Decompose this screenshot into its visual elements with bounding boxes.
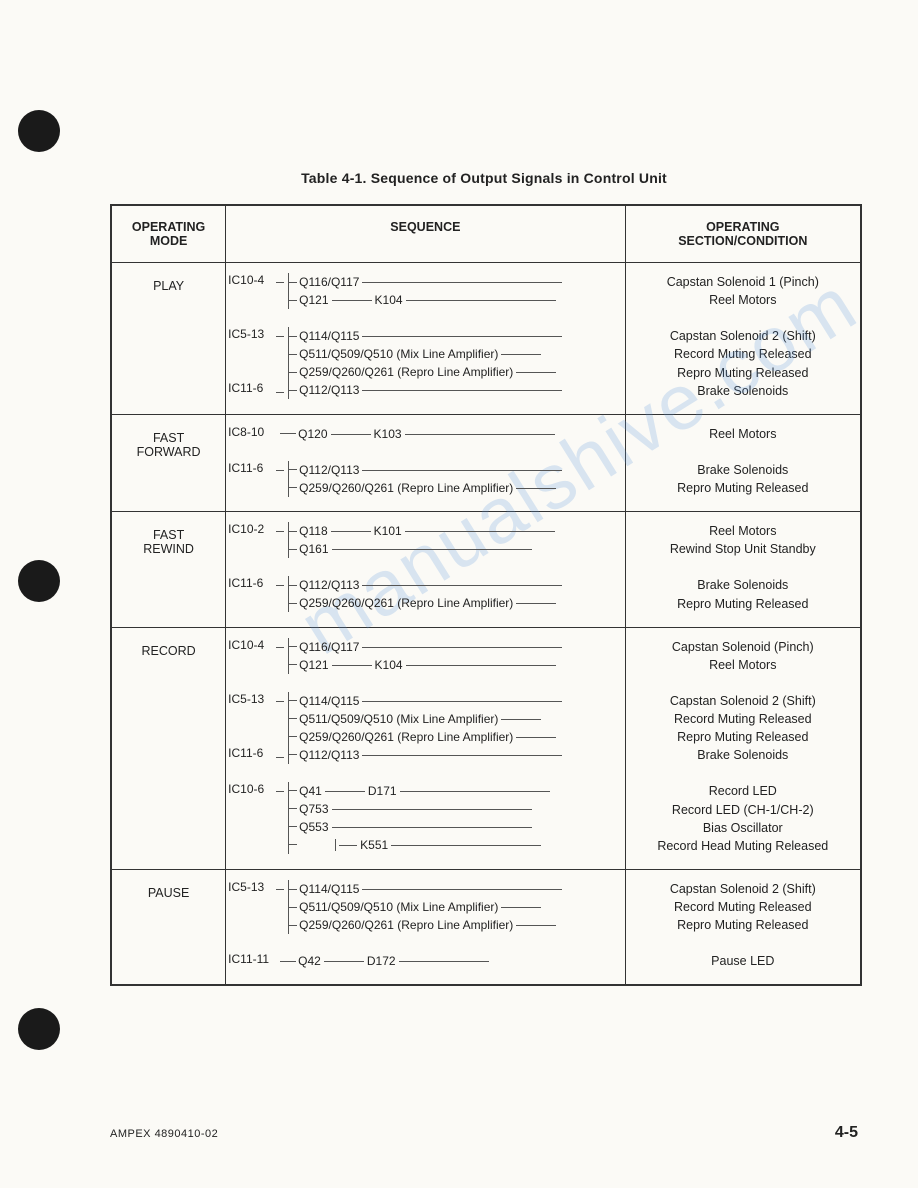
sequence-branch: Q41D171 — [289, 782, 616, 800]
binding-hole — [18, 560, 60, 602]
condition-line: Repro Muting Released — [634, 364, 852, 382]
sequence-branch: Q112/Q113 — [289, 461, 616, 479]
condition-line: Record Muting Released — [634, 898, 852, 916]
mode-cell: FASTREWIND — [111, 512, 226, 628]
condition-line: Capstan Solenoid 2 (Shift) — [634, 327, 852, 345]
sequence-branch: Q259/Q260/Q261 (Repro Line Amplifier) — [289, 916, 616, 934]
sequence-branch: Q112/Q113 — [289, 746, 616, 764]
column-header: SEQUENCE — [226, 205, 625, 263]
sequence-branch: Q114/Q115 — [289, 327, 616, 345]
footer-doc-id: AMPEX 4890410-02 — [110, 1128, 218, 1140]
table-caption: Table 4-1. Sequence of Output Signals in… — [110, 170, 858, 186]
sequence-branch: Q259/Q260/Q261 (Repro Line Amplifier) — [289, 479, 616, 497]
condition-line: Reel Motors — [634, 291, 852, 309]
condition-line: Record Muting Released — [634, 345, 852, 363]
sequence-branch: Q259/Q260/Q261 (Repro Line Amplifier) — [289, 363, 616, 381]
condition-line: Capstan Solenoid 1 (Pinch) — [634, 273, 852, 291]
sequence-branch: Q112/Q113 — [289, 381, 616, 399]
condition-line: Record LED (CH-1/CH-2) — [634, 801, 852, 819]
condition-line: Repro Muting Released — [634, 916, 852, 934]
sequence-branch: Q114/Q115 — [289, 880, 616, 898]
condition-line: Repro Muting Released — [634, 595, 852, 613]
sequence-branch: Q259/Q260/Q261 (Repro Line Amplifier) — [289, 728, 616, 746]
binding-hole — [18, 1008, 60, 1050]
condition-line: Record Head Muting Released — [634, 837, 852, 855]
condition-line: Reel Motors — [634, 425, 852, 443]
sequence-branch: Q118K101 — [289, 522, 616, 540]
column-header: OPERATINGMODE — [111, 205, 226, 263]
mode-cell: PLAY — [111, 263, 226, 415]
condition-line: Record LED — [634, 782, 852, 800]
binding-hole — [18, 110, 60, 152]
condition-cell: Capstan Solenoid 2 (Shift)Record Muting … — [625, 869, 861, 985]
sequence-cell: IC5-13Q114/Q115Q511/Q509/Q510 (Mix Line … — [226, 869, 625, 985]
signal-sequence-table: OPERATINGMODESEQUENCEOPERATINGSECTION/CO… — [110, 204, 862, 986]
condition-cell: Reel MotorsRewind Stop Unit Standby Brake… — [625, 512, 861, 628]
condition-cell: Reel Motors Brake SolenoidsRepro Muting R… — [625, 414, 861, 511]
condition-line: Record Muting Released — [634, 710, 852, 728]
sequence-branch: Q753 — [289, 800, 616, 818]
sequence-cell: IC10-4Q116/Q117Q121K104IC5-13IC11-6Q114/… — [226, 627, 625, 869]
document-page: manualshive.com Table 4-1. Sequence of O… — [0, 0, 918, 1188]
sequence-branch: Q112/Q113 — [289, 576, 616, 594]
footer-page-number: 4-5 — [835, 1124, 858, 1142]
condition-line: Repro Muting Released — [634, 728, 852, 746]
condition-line: Capstan Solenoid 2 (Shift) — [634, 692, 852, 710]
sequence-branch: Q120K103 — [288, 425, 616, 443]
condition-line: Bias Oscillator — [634, 819, 852, 837]
sequence-branch: Q259/Q260/Q261 (Repro Line Amplifier) — [289, 594, 616, 612]
condition-line: Reel Motors — [634, 522, 852, 540]
sequence-branch: Q116/Q117 — [289, 638, 616, 656]
sequence-cell: IC10-2Q118K101Q161IC11-6Q112/Q113Q259/Q2… — [226, 512, 625, 628]
condition-line: Rewind Stop Unit Standby — [634, 540, 852, 558]
condition-line: Capstan Solenoid 2 (Shift) — [634, 880, 852, 898]
sequence-branch: Q121K104 — [289, 656, 616, 674]
mode-cell: PAUSE — [111, 869, 226, 985]
sequence-branch: Q42D172 — [288, 952, 616, 970]
sequence-branch: Q116/Q117 — [289, 273, 616, 291]
mode-cell: FASTFORWARD — [111, 414, 226, 511]
sequence-branch: Q121K104 — [289, 291, 616, 309]
sequence-branch: K551 — [289, 836, 616, 854]
condition-line: Brake Solenoids — [634, 461, 852, 479]
sequence-branch: Q553 — [289, 818, 616, 836]
column-header: OPERATINGSECTION/CONDITION — [625, 205, 861, 263]
sequence-cell: IC10-4Q116/Q117Q121K104IC5-13IC11-6Q114/… — [226, 263, 625, 415]
condition-line: Brake Solenoids — [634, 746, 852, 764]
sequence-branch: Q114/Q115 — [289, 692, 616, 710]
condition-line: Brake Solenoids — [634, 382, 852, 400]
sequence-branch: Q161 — [289, 540, 616, 558]
sequence-cell: IC8-10Q120K103IC11-6Q112/Q113Q259/Q260/Q… — [226, 414, 625, 511]
condition-line: Capstan Solenoid (Pinch) — [634, 638, 852, 656]
mode-cell: RECORD — [111, 627, 226, 869]
condition-line: Repro Muting Released — [634, 479, 852, 497]
sequence-branch: Q511/Q509/Q510 (Mix Line Amplifier) — [289, 898, 616, 916]
sequence-branch: Q511/Q509/Q510 (Mix Line Amplifier) — [289, 710, 616, 728]
condition-line: Brake Solenoids — [634, 576, 852, 594]
condition-line: Reel Motors — [634, 656, 852, 674]
condition-line: Pause LED — [634, 952, 852, 970]
sequence-branch: Q511/Q509/Q510 (Mix Line Amplifier) — [289, 345, 616, 363]
condition-cell: Capstan Solenoid (Pinch)Reel Motors Capst… — [625, 627, 861, 869]
condition-cell: Capstan Solenoid 1 (Pinch)Reel Motors Cap… — [625, 263, 861, 415]
